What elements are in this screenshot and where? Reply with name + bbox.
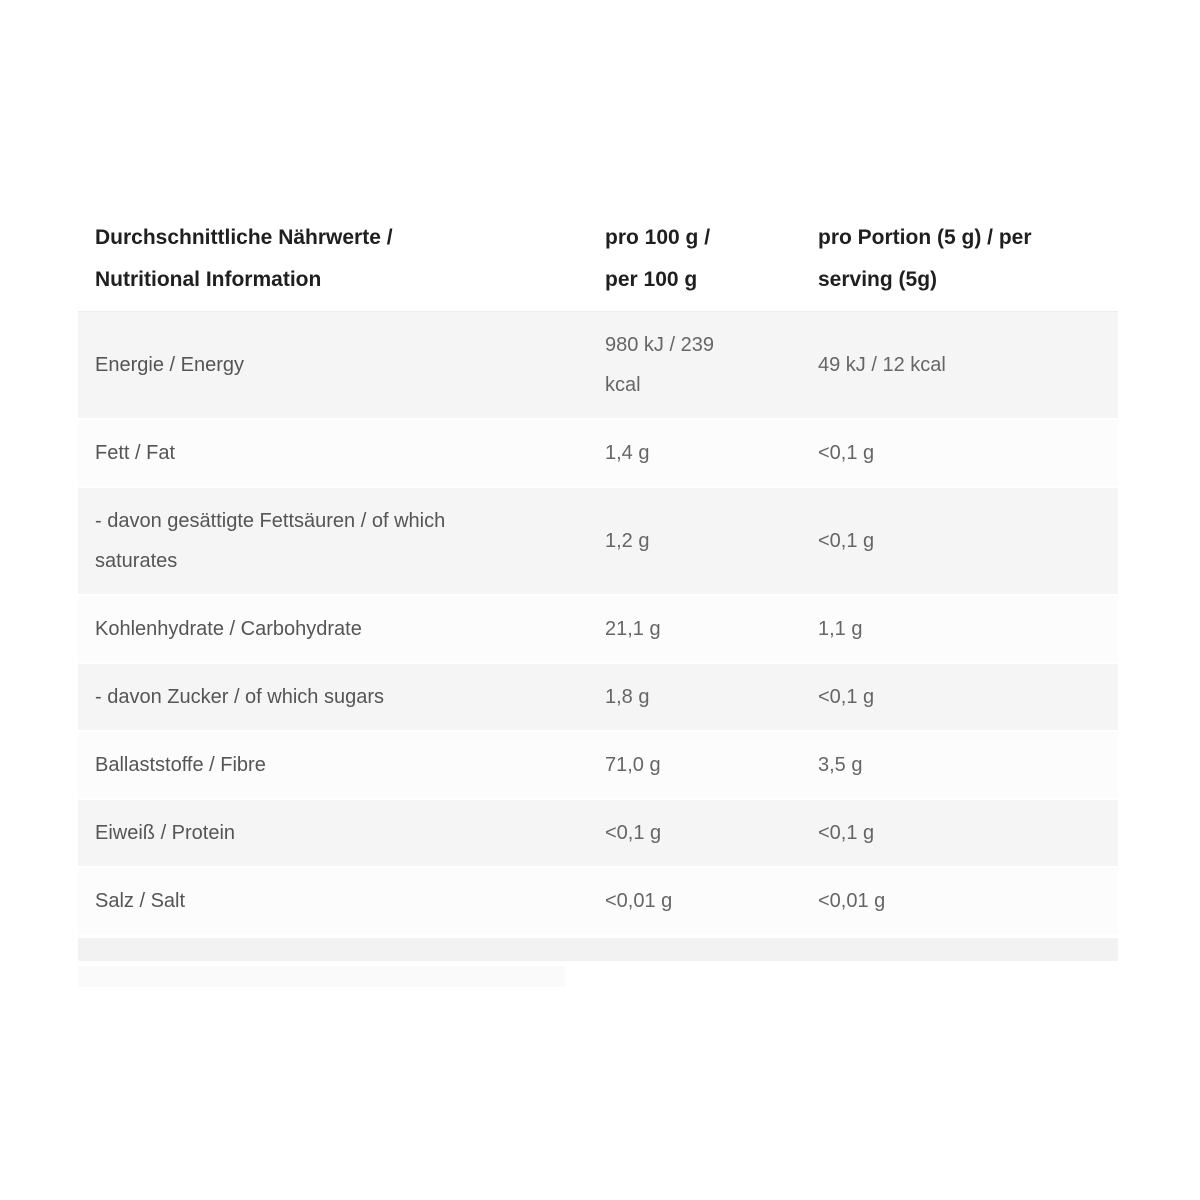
table-footer-band	[78, 938, 1118, 961]
per-100g-value: 71,0 g	[605, 754, 661, 776]
per-100g-value: 980 kJ / 239 kcal	[605, 334, 714, 396]
per-100g-value: 1,4 g	[605, 442, 650, 464]
header-per-100g-label: pro 100 g / per 100 g	[605, 226, 711, 291]
nutrient-label: Ballaststoffe / Fibre	[95, 754, 266, 776]
table-header: Durchschnittliche Nährwerte / Nutritiona…	[78, 205, 1118, 312]
nutrient-label: Fett / Fat	[95, 442, 176, 464]
header-per-100g-column: pro 100 g / per 100 g	[605, 217, 818, 301]
per-100g-value: <0,01 g	[605, 890, 673, 912]
per-100g-value: 21,1 g	[605, 618, 661, 640]
header-nutrient-column: Durchschnittliche Nährwerte / Nutritiona…	[78, 217, 605, 301]
table-row-fat: Fett / Fat 1,4 g <0,1 g	[78, 420, 1118, 488]
per-serving-value: 1,1 g	[818, 618, 863, 640]
header-per-serving-column: pro Portion (5 g) / per serving (5g)	[818, 217, 1118, 301]
header-nutrient-label: Durchschnittliche Nährwerte / Nutritiona…	[95, 226, 393, 291]
table-row-saturates: - davon gesättigte Fettsäuren / of which…	[78, 488, 1118, 596]
per-100g-value: 1,8 g	[605, 686, 650, 708]
per-serving-value: <0,1 g	[818, 686, 875, 708]
nutrient-label: Kohlenhydrate / Carbohydrate	[95, 618, 362, 640]
table-body: Energie / Energy 980 kJ / 239 kcal 49 kJ…	[78, 312, 1118, 936]
table-row-carbohydrate: Kohlenhydrate / Carbohydrate 21,1 g 1,1 …	[78, 596, 1118, 664]
per-serving-value: <0,01 g	[818, 890, 886, 912]
nutrient-label: Salz / Salt	[95, 890, 186, 912]
per-serving-value: <0,1 g	[818, 822, 875, 844]
table-row-sugars: - davon Zucker / of which sugars 1,8 g <…	[78, 664, 1118, 732]
nutrition-table: Durchschnittliche Nährwerte / Nutritiona…	[78, 205, 1118, 987]
header-per-serving-label: pro Portion (5 g) / per serving (5g)	[818, 226, 1032, 291]
per-serving-value: <0,1 g	[818, 442, 875, 464]
footer-partial-band	[78, 966, 565, 987]
per-serving-value: 49 kJ / 12 kcal	[818, 354, 946, 376]
per-serving-value: 3,5 g	[818, 754, 863, 776]
per-serving-value: <0,1 g	[818, 530, 875, 552]
table-row-protein: Eiweiß / Protein <0,1 g <0,1 g	[78, 800, 1118, 868]
nutrient-label: Eiweiß / Protein	[95, 822, 236, 844]
nutrient-label: - davon gesättigte Fettsäuren / of which…	[95, 510, 446, 572]
table-row-energy: Energie / Energy 980 kJ / 239 kcal 49 kJ…	[78, 312, 1118, 420]
table-row-salt: Salz / Salt <0,01 g <0,01 g	[78, 868, 1118, 936]
per-100g-value: <0,1 g	[605, 822, 662, 844]
table-row-fibre: Ballaststoffe / Fibre 71,0 g 3,5 g	[78, 732, 1118, 800]
per-100g-value: 1,2 g	[605, 530, 650, 552]
nutrient-label: Energie / Energy	[95, 354, 244, 376]
nutrient-label: - davon Zucker / of which sugars	[95, 686, 385, 708]
